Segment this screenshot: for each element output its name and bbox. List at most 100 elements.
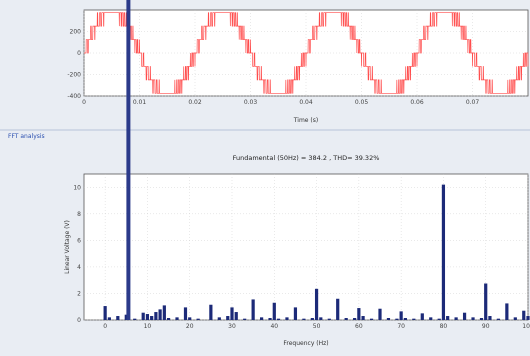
fft-bar	[145, 314, 150, 320]
fft-bar	[336, 298, 340, 320]
fft-bar	[484, 283, 488, 320]
fft-x-tick-label: 30	[228, 323, 236, 330]
fft-bar	[412, 318, 416, 320]
fft-bar	[357, 308, 361, 320]
waveform-y-tick-label: -400	[67, 93, 81, 100]
fft-bar	[344, 318, 348, 320]
fft-bar	[285, 317, 289, 320]
fft-y-tick-label: 6	[77, 237, 81, 244]
fft-bar	[420, 313, 424, 320]
fft-bar	[188, 317, 192, 320]
waveform-x-tick-label: 0.05	[355, 99, 369, 106]
fft-bar	[124, 314, 128, 320]
fft-bar	[175, 317, 179, 320]
fft-bar	[327, 318, 331, 320]
fft-y-tick-label: 0	[77, 317, 81, 324]
fft-bar	[386, 318, 391, 320]
fft-x-tick-label: 90	[482, 323, 490, 330]
waveform-x-tick-label: 0.03	[244, 99, 258, 106]
fft-bar	[268, 318, 272, 320]
fft-bar	[441, 184, 446, 320]
fft-bar	[437, 318, 441, 320]
fft-bar	[162, 305, 166, 320]
fft-bar	[314, 288, 319, 320]
waveform-x-tick-label: 0.06	[410, 99, 424, 106]
waveform-x-ticks: 0 0.01 0.02 0.03 0.04 0.05 0.06 0.07	[82, 99, 479, 106]
waveform-x-tick-label: 0	[82, 99, 86, 106]
fft-y-tick-label: 4	[77, 264, 81, 271]
fft-panel-label: FFT analysis	[8, 133, 45, 140]
fft-bar	[496, 318, 500, 320]
fft-bar	[276, 318, 281, 320]
fft-bar	[150, 316, 154, 320]
fft-bar	[196, 318, 200, 320]
fft-bar	[103, 306, 107, 320]
fft-bar	[454, 317, 458, 320]
fft-y-tick-label: 2	[77, 290, 81, 297]
fft-bar	[183, 307, 188, 320]
fft-bar	[158, 309, 162, 320]
fft-bar	[319, 317, 323, 320]
fft-bar	[234, 312, 238, 320]
fft-bar	[141, 312, 145, 320]
waveform-y-tick-label: 200	[70, 29, 82, 36]
fft-bar	[513, 317, 517, 320]
fft-bar	[522, 310, 526, 320]
fft-title: Fundamental (50Hz) = 384.2 , THD= 39.32%	[233, 154, 380, 162]
fft-bar	[471, 317, 475, 320]
fft-plot-area	[83, 173, 529, 321]
fft-x-ticks: 0 10 20 30 40 50 60 70 80 90 100	[103, 323, 530, 330]
fft-bar	[310, 318, 314, 320]
fft-bar	[260, 317, 264, 320]
fft-bar	[133, 318, 137, 320]
fft-x-tick-label: 0	[103, 323, 107, 330]
fft-bar	[378, 308, 382, 320]
fft-bar	[293, 307, 298, 320]
fft-bar	[116, 316, 120, 320]
fft-bar	[361, 316, 365, 320]
fft-bar	[217, 317, 221, 320]
fft-bar	[462, 312, 467, 320]
waveform-y-ticks: 200 0 -200 -400	[67, 29, 81, 101]
waveform-series-line	[84, 12, 529, 94]
fft-bar	[251, 299, 255, 320]
fft-bar	[230, 307, 234, 320]
fft-x-tick-label: 60	[355, 323, 363, 330]
waveform-x-axis-label: Time (s)	[293, 117, 318, 124]
fft-bar	[166, 318, 171, 320]
fft-bar	[488, 316, 492, 320]
fft-x-tick-label: 50	[313, 323, 321, 330]
waveform-x-tick-label: 0.02	[188, 99, 202, 106]
fft-bar	[399, 311, 403, 320]
fft-bar	[505, 303, 509, 320]
fft-bar	[429, 317, 433, 320]
fft-bar	[526, 316, 530, 320]
fft-y-axis-label: Linear Voltage (V)	[64, 220, 71, 274]
waveform-y-tick-label: 0	[77, 50, 81, 57]
fft-bar	[209, 304, 213, 320]
fft-bar	[479, 318, 484, 320]
fft-bar	[226, 316, 230, 320]
waveform-x-tick-label: 0.07	[466, 99, 480, 106]
waveform-x-tick-label: 0.04	[299, 99, 313, 106]
fft-bar	[369, 318, 374, 320]
fft-x-tick-label: 40	[270, 323, 278, 330]
fft-y-ticks: 0 2 4 6 8 10	[73, 184, 81, 324]
fft-bar	[302, 318, 306, 320]
fft-x-tick-label: 20	[186, 323, 194, 330]
fft-x-tick-label: 70	[397, 323, 405, 330]
waveform-x-tick-label: 0.01	[133, 99, 147, 106]
waveform-y-tick-label: -200	[67, 72, 81, 79]
fft-bar	[107, 317, 111, 320]
fft-bar	[243, 318, 247, 320]
fft-bar	[272, 302, 276, 320]
fft-bar	[403, 318, 407, 320]
fft-x-tick-label: 10	[144, 323, 152, 330]
fft-y-tick-label: 10	[73, 184, 81, 191]
fft-x-axis-label: Frequency (Hz)	[283, 340, 328, 347]
fft-bar	[446, 316, 450, 320]
fft-x-tick-label: 100	[522, 323, 530, 330]
fft-bar	[353, 318, 357, 320]
fft-bar	[154, 312, 158, 320]
